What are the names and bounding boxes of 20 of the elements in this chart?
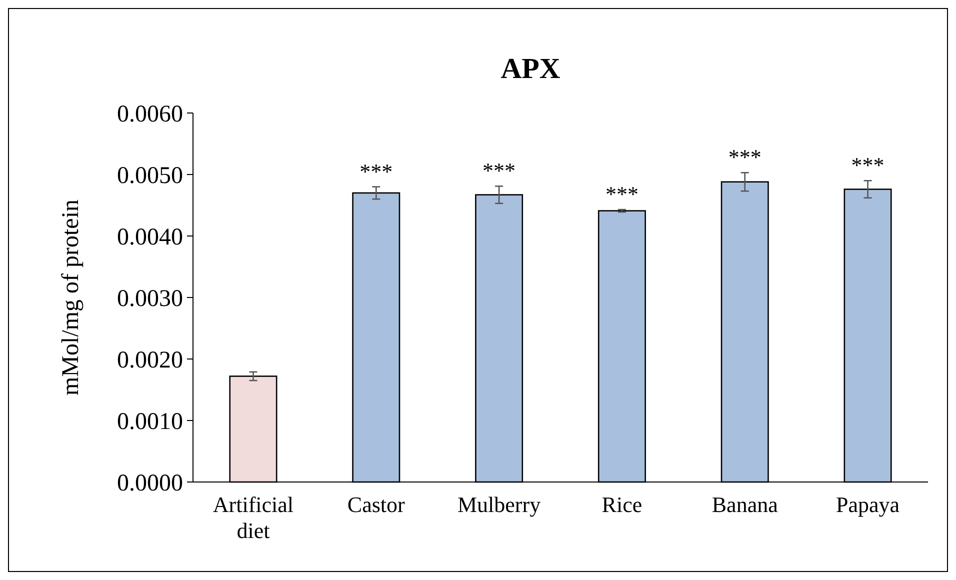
annotation: ***	[728, 144, 762, 170]
y-tick-label: 0.0010	[117, 408, 183, 435]
x-tick-label: Castor	[347, 492, 406, 517]
x-tick-label: Papaya	[836, 492, 900, 517]
annotation: ***	[482, 158, 516, 184]
y-axis-title: mMol/mg of protein	[58, 200, 84, 396]
annotation: ***	[851, 152, 884, 178]
x-tick-label: Artificial diet	[212, 492, 294, 543]
y-tick-label: 0.0000	[117, 470, 183, 496]
annotation: ***	[605, 182, 638, 207]
x-tick-label: Rice	[602, 492, 642, 517]
x-tick-label: Mulberry	[458, 492, 541, 517]
x-tick-label: Banana	[712, 492, 778, 517]
y-tick-label: 0.0020	[117, 347, 183, 374]
y-tick-label: 0.0050	[117, 162, 183, 189]
chart-title: APX	[500, 53, 560, 85]
y-tick-label: 0.0040	[117, 224, 183, 250]
y-tick-label: 0.0060	[117, 101, 183, 128]
annotation: ***	[360, 158, 393, 184]
y-tick-label: 0.0030	[117, 286, 183, 312]
